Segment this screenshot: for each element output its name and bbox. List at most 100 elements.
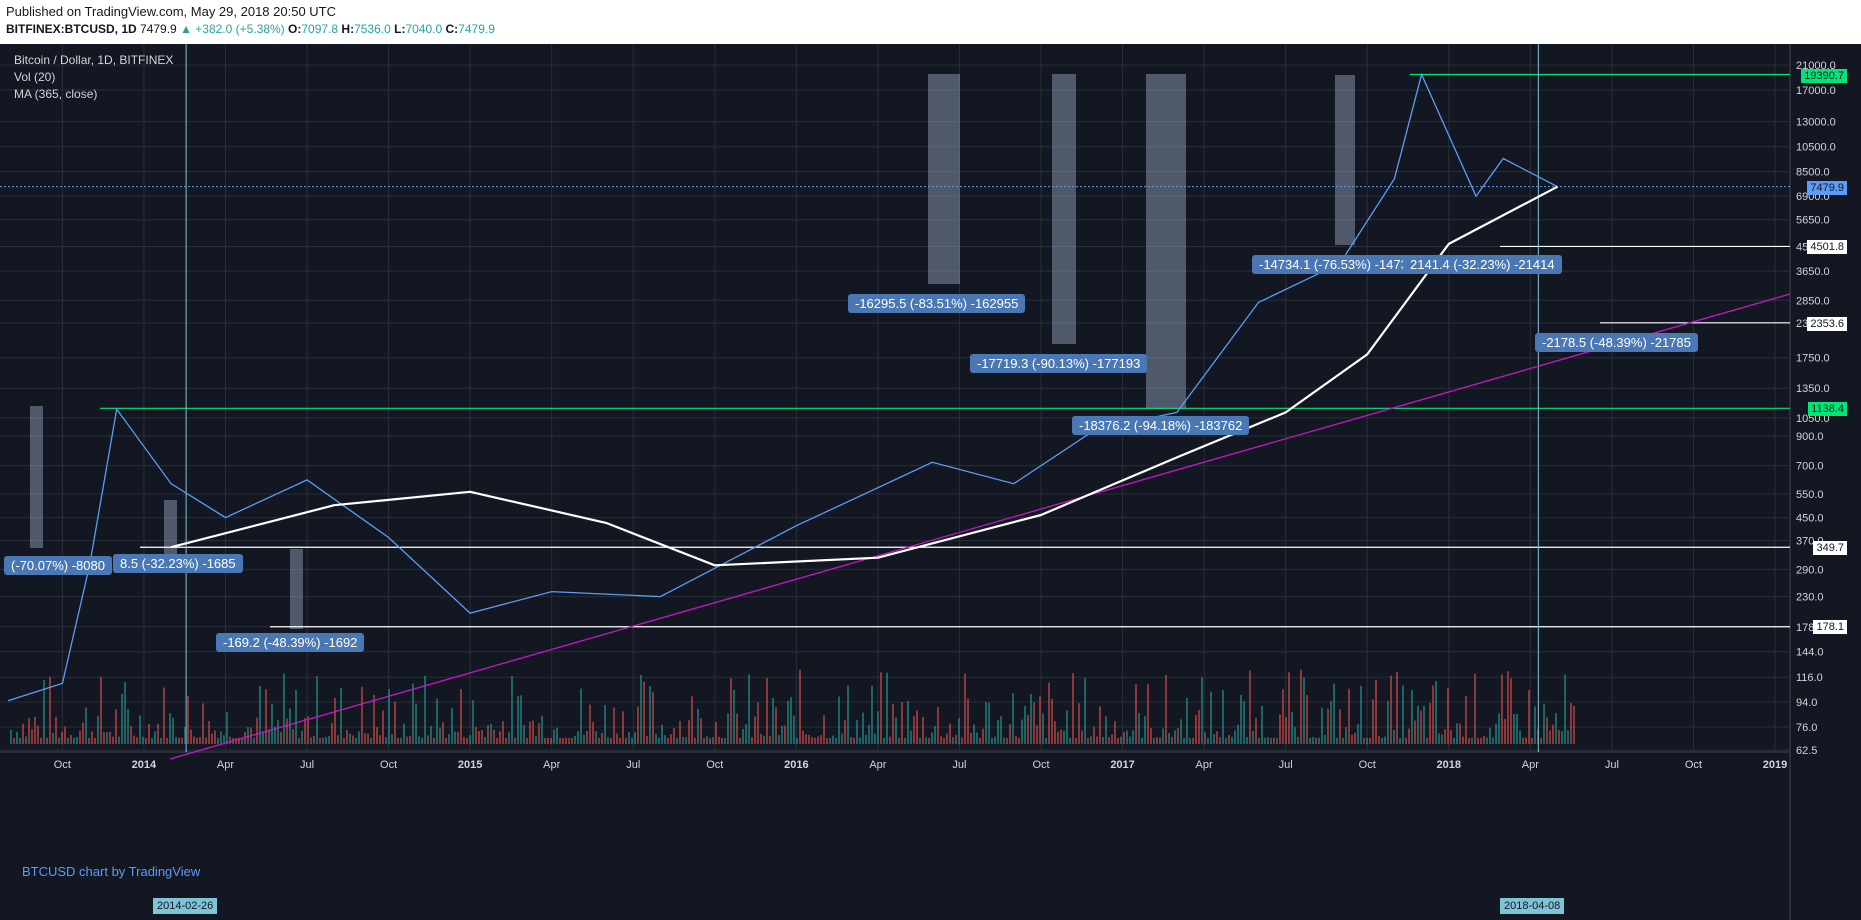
x-tick-label: 2019 xyxy=(1763,759,1787,771)
price-label-resistance-low: 1138.4 xyxy=(1808,402,1847,416)
volume-bar xyxy=(625,737,627,744)
volume-bar xyxy=(517,696,519,744)
volume-bar xyxy=(421,737,423,744)
volume-bar xyxy=(115,709,117,744)
volume-bar xyxy=(1078,703,1080,744)
volume-bar xyxy=(1573,705,1575,744)
volume-bar xyxy=(1408,728,1410,744)
volume-bar xyxy=(475,726,477,744)
volume-bar xyxy=(1153,737,1155,744)
volume-bar xyxy=(1024,705,1026,744)
header: Published on TradingView.com, May 29, 20… xyxy=(0,0,1861,44)
volume-bar xyxy=(1438,733,1440,744)
volume-bar xyxy=(949,723,951,744)
y-tick-label: 17000.0 xyxy=(1796,85,1836,97)
volume-bar xyxy=(577,731,579,744)
volume-bar xyxy=(1429,702,1431,744)
volume-bar xyxy=(424,675,426,744)
volume-bar xyxy=(760,733,762,744)
volume-bar xyxy=(469,735,471,744)
volume-bar xyxy=(1279,714,1281,744)
volume-bar xyxy=(406,736,408,744)
volume-bar xyxy=(88,737,90,744)
x-tick-label: Apr xyxy=(1196,759,1213,771)
volume-bar xyxy=(400,737,402,744)
volume-bar xyxy=(1126,730,1128,744)
volume-bar xyxy=(592,721,594,744)
volume-bar xyxy=(1180,719,1182,744)
volume-bar xyxy=(745,724,747,744)
volume-bar xyxy=(565,737,567,744)
last-price: 7479.9 xyxy=(140,22,177,36)
volume-bar xyxy=(1456,723,1458,744)
volume-bar xyxy=(1567,730,1569,744)
volume-bar xyxy=(1531,737,1533,744)
volume-bar xyxy=(433,737,435,744)
volume-bar xyxy=(901,702,903,744)
volume-bar xyxy=(1042,713,1044,744)
volume-bar xyxy=(1072,673,1074,744)
volume-bar xyxy=(67,737,69,744)
volume-bar xyxy=(1237,724,1239,744)
volume-bar xyxy=(670,734,672,744)
volume-bar xyxy=(1207,737,1209,744)
volume-bar xyxy=(601,732,603,744)
volume-bar xyxy=(904,737,906,744)
volume-bar xyxy=(997,719,999,744)
volume-bar xyxy=(1564,674,1566,744)
volume-bar xyxy=(280,732,282,744)
volume-bar xyxy=(61,731,63,744)
volume-bar xyxy=(991,737,993,744)
chart-svg[interactable]: 26000.021000.017000.013000.010500.08500.… xyxy=(0,44,1861,920)
y-tick-label: 94.0 xyxy=(1796,697,1817,709)
volume-bar xyxy=(1441,734,1443,744)
volume-bar xyxy=(907,701,909,744)
open-value: 7097.8 xyxy=(301,22,339,36)
volume-bar xyxy=(619,738,621,744)
volume-bar xyxy=(97,715,99,744)
volume-bar xyxy=(1375,679,1377,744)
volume-bar xyxy=(1492,737,1494,744)
watermark[interactable]: BTCUSD chart by TradingView xyxy=(22,864,201,879)
volume-bar xyxy=(1114,721,1116,744)
volume-bar xyxy=(649,685,651,744)
volume-bar xyxy=(499,731,501,744)
volume-bar xyxy=(1183,737,1185,744)
price-label-level: 2353.6 xyxy=(1807,317,1847,331)
volume-bar xyxy=(553,729,555,744)
volume-bar xyxy=(112,736,114,744)
volume-bar xyxy=(757,702,759,744)
volume-bar xyxy=(556,727,558,744)
volume-bar xyxy=(364,733,366,744)
volume-bar xyxy=(505,737,507,744)
volume-bar xyxy=(1105,716,1107,744)
volume-bar xyxy=(1345,727,1347,744)
volume-bar xyxy=(1261,706,1263,744)
volume-bar xyxy=(982,728,984,744)
volume-bar xyxy=(1465,695,1467,744)
volume-bar xyxy=(727,713,729,744)
volume-bar xyxy=(1063,730,1065,744)
volume-bar xyxy=(163,687,165,744)
volume-bar xyxy=(946,733,948,744)
volume-bar xyxy=(1303,677,1305,744)
volume-bar xyxy=(739,737,741,744)
y-tick-label: 144.0 xyxy=(1796,647,1824,659)
volume-bar xyxy=(208,720,210,744)
volume-bar xyxy=(235,737,237,744)
volume-bar xyxy=(274,726,276,744)
volume-bar xyxy=(1312,736,1314,744)
volume-bar xyxy=(700,718,702,744)
volume-bar xyxy=(823,715,825,744)
volume-bar xyxy=(829,737,831,744)
volume-bar xyxy=(1321,707,1323,744)
volume-bar xyxy=(466,737,468,744)
chart-area[interactable]: 26000.021000.017000.013000.010500.08500.… xyxy=(0,44,1861,920)
volume-bar xyxy=(955,734,957,744)
volume-bar xyxy=(781,725,783,744)
volume-bar xyxy=(1135,684,1137,744)
volume-bar xyxy=(850,736,852,744)
volume-bar xyxy=(598,737,600,744)
volume-bar xyxy=(1192,737,1194,744)
volume-bar xyxy=(685,737,687,744)
